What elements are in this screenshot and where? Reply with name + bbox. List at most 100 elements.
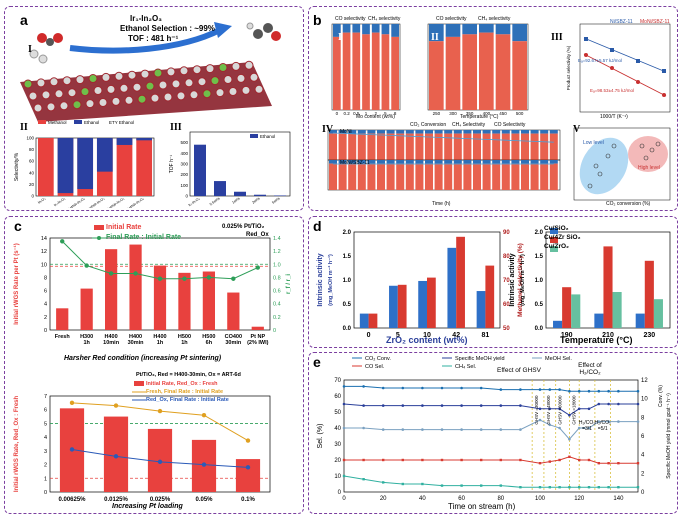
- bar-ch4-selectivity: [473, 163, 481, 190]
- point-0: [460, 386, 463, 390]
- bar-co-selectivity: [377, 160, 385, 164]
- y-tick-label: 0: [44, 490, 47, 496]
- bar-initial-rate: [80, 288, 93, 330]
- y-tick-label: 0: [44, 328, 47, 334]
- bar-co-selectivity: [396, 130, 405, 134]
- slab-atom: [59, 101, 69, 111]
- bar-ch4-selectivity: [381, 34, 390, 110]
- bar-ch4-selectivity: [463, 133, 472, 160]
- bar-co-selectivity: [492, 130, 501, 134]
- bar-ch4-selectivity: [479, 32, 494, 110]
- h2co2-label-ratio: =5/1: [598, 426, 608, 432]
- y2-axis-label: Specific MeOH yield (mmol gcat⁻¹ h⁻¹): [666, 393, 672, 479]
- y-tick-label: 14: [41, 236, 47, 242]
- point-1: [499, 404, 503, 407]
- point-4: [460, 484, 463, 487]
- y-axis-label-units: (mg_MeOH m⁻² h⁻¹): [519, 254, 526, 306]
- x-tick-label: 5: [396, 332, 400, 339]
- panel-b-row4b: MoNi/SBZ-11: [340, 160, 370, 166]
- point-3: [342, 458, 346, 462]
- bar-ch4-selectivity: [329, 133, 337, 160]
- y-axis-label: Initial rWGS Rate per Pt (s⁻¹): [13, 243, 20, 325]
- y-axis-label: Selectivity/%: [14, 152, 20, 181]
- slab-atom: [218, 63, 228, 72]
- chart-c-bottom: 0 1 2 3 4 5 6 7 Initial rWGS Rate, Red_Ox : Fres…: [14, 381, 271, 503]
- legend-ety: ETY Ethanol: [109, 120, 134, 125]
- bar-co-selectivity: [362, 24, 370, 35]
- x-tick-label: 0: [342, 496, 346, 502]
- y2-axis-label: Methanol selectivity (%): [517, 243, 524, 317]
- y-tick-label: 2: [44, 463, 47, 469]
- bar-initial-rate: [56, 308, 69, 330]
- bar-ch4-selectivity: [396, 163, 405, 190]
- panel-b-leg4a: CO₂ Conversion: [410, 122, 447, 128]
- slab-atom: [153, 68, 163, 78]
- point-3: [578, 458, 581, 462]
- y-axis-label: Initial rWGS Rate, Red_Ox : Fresh: [14, 395, 20, 492]
- slab-atom: [210, 76, 220, 86]
- point-4: [401, 482, 404, 486]
- bar-cu-4zr-sio2: [562, 287, 572, 328]
- line-co2-conversion: [332, 132, 554, 143]
- x-tick-label: 0.2: [343, 111, 350, 116]
- x-tick-label: 30min: [225, 340, 242, 346]
- chart-c-top-title: 0.025% Pt/TiO₂: [222, 224, 265, 230]
- bar-ch4-selectivity: [434, 163, 443, 190]
- bar-co-selectivity: [415, 130, 424, 134]
- point-0: [519, 388, 522, 391]
- data-point: [593, 163, 599, 169]
- point-moni: [662, 93, 666, 97]
- bar-co-selectivity: [371, 24, 380, 33]
- y-tick-label: 6: [44, 289, 47, 295]
- slab-atom: [205, 64, 215, 74]
- x-tick-label: 0.5wt%Ir-In₂O₃: [64, 196, 86, 208]
- bar-ch4-selectivity: [512, 41, 527, 111]
- y-tick-label: 60: [29, 159, 35, 164]
- point-4: [548, 486, 551, 489]
- point-1: [460, 404, 463, 407]
- h2co2-label-ratio: =3/1: [582, 426, 592, 432]
- slab-atom: [33, 103, 43, 113]
- point-4: [578, 486, 581, 489]
- point-3: [607, 462, 610, 465]
- bar-co-selectivity: [463, 160, 472, 164]
- point-0: [548, 388, 552, 391]
- x-tick-label: 250: [433, 111, 441, 116]
- bar-ch4-selectivity: [501, 133, 510, 160]
- slab-atom: [249, 72, 259, 82]
- x-tick-label: 2wt%: [251, 197, 260, 205]
- point-3: [519, 458, 522, 462]
- panel-b-xlabel1: Mo content (wt%): [356, 114, 395, 120]
- x-tick-label: H500: [202, 334, 215, 340]
- point-3: [587, 458, 591, 462]
- fit-line-ni: [583, 37, 667, 73]
- point-ni: [636, 59, 640, 63]
- data-point: [605, 153, 611, 159]
- point-3: [538, 462, 542, 465]
- panel-b: [308, 6, 678, 211]
- panel-a-sub1: I: [28, 44, 32, 55]
- bar-ch4-selectivity: [521, 133, 529, 160]
- y-tick-label: 20: [334, 458, 341, 464]
- x-tick-label: 0: [367, 332, 371, 339]
- bar-co-selectivity: [540, 130, 549, 134]
- y2-tick-label: 0.2: [273, 315, 281, 321]
- point-1: [597, 402, 601, 406]
- panel-b-high-level: High level: [638, 165, 660, 171]
- slab-atom: [41, 90, 51, 100]
- y-tick-label: 0.0: [343, 326, 352, 332]
- bar-methanol-selectivity: [427, 277, 436, 328]
- y-tick-label: 400: [180, 151, 188, 156]
- bar-initial-rate: [251, 326, 264, 330]
- ghsv-label: GHSV =30000: [534, 395, 539, 425]
- bar-ch4-selectivity: [495, 34, 511, 110]
- legend-label: CO₂ Conv.: [365, 356, 391, 362]
- point-2: [607, 420, 610, 423]
- y-axis-label: Sel. (%): [317, 424, 324, 449]
- bar-ch4-selectivity: [530, 133, 539, 160]
- y-tick-label: 0: [338, 490, 342, 496]
- bar-ch4-selectivity: [348, 133, 357, 160]
- y-tick-label: 70: [334, 378, 341, 384]
- bar-ch4-selectivity: [367, 163, 376, 190]
- chart-b-panel: 0 0.2 0.5 1 2 5 8 250 300 350 400 450 500 Product s…: [327, 23, 671, 201]
